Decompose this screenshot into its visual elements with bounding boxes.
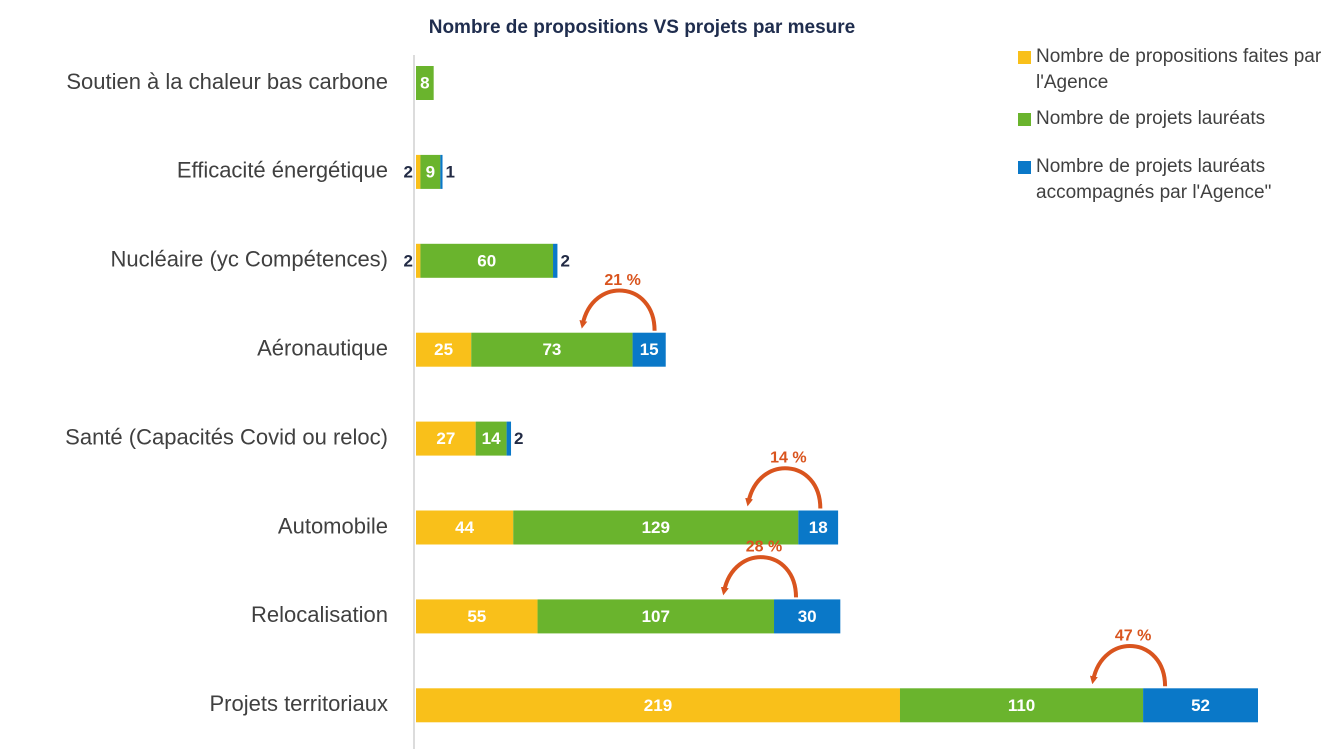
legend-item: Nombre de projets lauréats: [1018, 106, 1333, 132]
bar-segment: [416, 688, 900, 723]
category-label: Projets territoriaux: [209, 691, 388, 716]
value-label: 2: [560, 251, 569, 270]
category-label: Automobile: [278, 513, 388, 538]
value-label: 73: [542, 340, 561, 359]
value-label: 30: [798, 607, 817, 626]
category-label: Aéronautique: [257, 336, 388, 361]
legend-swatch: [1018, 51, 1031, 64]
value-label: 107: [642, 607, 670, 626]
bar-segment: [506, 421, 512, 456]
annotation-arrow: [720, 555, 799, 598]
bar-segment: [537, 599, 775, 634]
bar-segment: [899, 688, 1144, 723]
legend-label: Nombre de projets lauréats: [1036, 108, 1266, 129]
value-label: 2: [404, 251, 413, 270]
bar-segment: [416, 421, 476, 456]
value-label: 9: [426, 162, 435, 181]
bar-segment: [440, 154, 443, 189]
category-label: Efficacité énergétique: [177, 158, 388, 183]
value-label: 52: [1191, 696, 1210, 715]
annotation-arrow: [579, 288, 657, 331]
bar-segment: [471, 332, 633, 367]
bar-segment: [798, 510, 839, 545]
value-label: 2: [514, 429, 523, 448]
bar-segment: [416, 243, 421, 278]
legend-swatch: [1018, 113, 1031, 126]
value-label: 8: [420, 73, 429, 92]
bar-segment: [513, 510, 799, 545]
value-label: 110: [1008, 696, 1035, 715]
bar-segment: [416, 510, 514, 545]
bar-segment: [1143, 688, 1258, 723]
legend-item: Nombre de projets lauréats accompagnés p…: [1018, 154, 1333, 206]
value-label: 27: [436, 429, 455, 448]
value-label: 44: [455, 518, 474, 537]
bar-segment: [416, 66, 434, 100]
bar-segment: [632, 332, 666, 367]
annotation-arrow: [1089, 644, 1168, 687]
legend-item: Nombre de propositions faites par l'Agen…: [1018, 44, 1333, 96]
annotation: 47 %: [1115, 628, 1151, 645]
category-label: Soutien à la chaleur bas carbone: [66, 69, 388, 94]
annotation: 14 %: [770, 450, 806, 467]
bar-segment: [420, 154, 441, 189]
annotation: 28 %: [746, 539, 782, 556]
bar-segment: [416, 599, 538, 634]
value-label: 18: [809, 518, 828, 537]
value-label: 129: [642, 518, 670, 537]
value-label: 14: [482, 429, 501, 448]
value-label: 219: [644, 696, 672, 715]
bar-segment: [416, 154, 421, 189]
value-label: 55: [467, 607, 486, 626]
legend-label: Nombre de projets lauréats accompagnés p…: [1036, 156, 1272, 203]
annotation-arrow: [745, 466, 823, 509]
value-label: 15: [640, 340, 659, 359]
chart-title: Nombre de propositions VS projets par me…: [429, 17, 856, 38]
bar-segment: [774, 599, 841, 634]
annotation: 21 %: [604, 272, 640, 289]
bar-segment: [420, 243, 554, 278]
bar-segment: [416, 332, 472, 367]
value-label: 2: [404, 162, 413, 181]
bar-segment: [553, 243, 558, 278]
bar-segment: [475, 421, 507, 456]
value-label: 60: [477, 251, 496, 270]
legend-swatch: [1018, 161, 1031, 174]
category-label: Nucléaire (yc Compétences): [110, 247, 388, 272]
category-label: Relocalisation: [251, 602, 388, 627]
value-label: 25: [434, 340, 453, 359]
category-label: Santé (Capacités Covid ou reloc): [65, 424, 388, 449]
value-label: 1: [446, 162, 455, 181]
legend: Nombre de propositions faites par l'Agen…: [1018, 44, 1333, 216]
legend-label: Nombre de propositions faites par l'Agen…: [1036, 46, 1322, 93]
